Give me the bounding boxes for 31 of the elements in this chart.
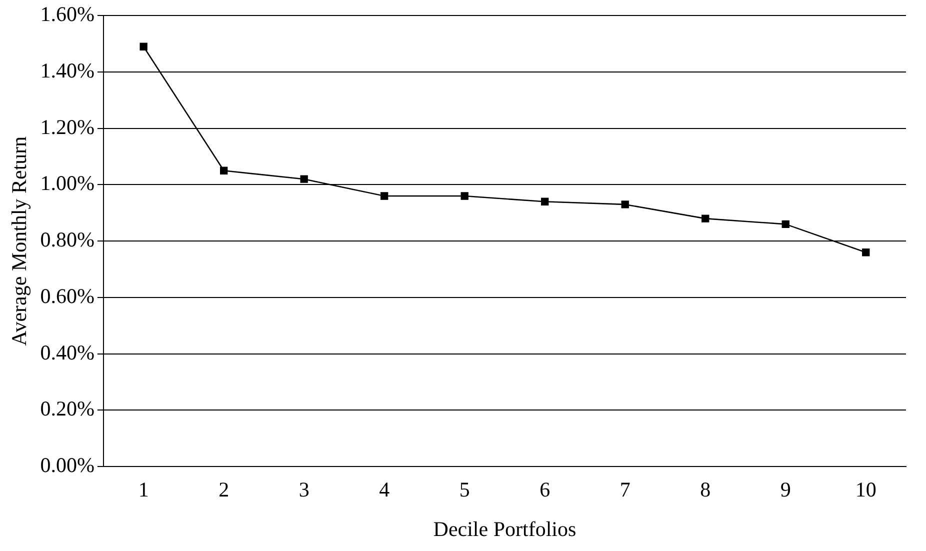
y-axis-title: Average Monthly Return — [7, 136, 32, 346]
point — [300, 175, 308, 183]
point — [621, 200, 629, 208]
y-tick-label: 0.00% — [40, 453, 94, 478]
y-tick-label: 1.40% — [40, 58, 94, 82]
y-tick-label: 0.80% — [40, 228, 94, 252]
x-tick-label: 7 — [620, 478, 630, 502]
y-tick-label: 1.00% — [40, 171, 94, 196]
x-tick-label: 10 — [855, 478, 876, 502]
point — [862, 248, 870, 256]
x-tick-label: 5 — [459, 478, 470, 502]
x-axis-title: Decile Portfolios — [433, 516, 576, 541]
y-tick-label: 0.60% — [40, 284, 94, 308]
point — [220, 166, 228, 174]
x-tick-label: 9 — [780, 478, 791, 502]
y-tick-label: 0.20% — [40, 396, 94, 421]
x-tick-label: 6 — [540, 478, 550, 502]
point — [460, 192, 468, 200]
x-tick-label: 1 — [138, 478, 149, 502]
x-tick-label: 4 — [379, 478, 390, 502]
y-tick-label: 0.40% — [40, 340, 94, 364]
x-tick-label: 8 — [700, 478, 711, 502]
point — [380, 192, 388, 200]
x-tick-label: 3 — [298, 478, 310, 502]
x-tick-label: 2 — [218, 478, 230, 502]
point — [702, 214, 710, 222]
point — [782, 220, 790, 228]
y-tick-label: 1.60% — [40, 2, 94, 26]
y-tick-label: 1.20% — [40, 114, 94, 139]
point — [140, 42, 148, 50]
point — [541, 198, 549, 206]
